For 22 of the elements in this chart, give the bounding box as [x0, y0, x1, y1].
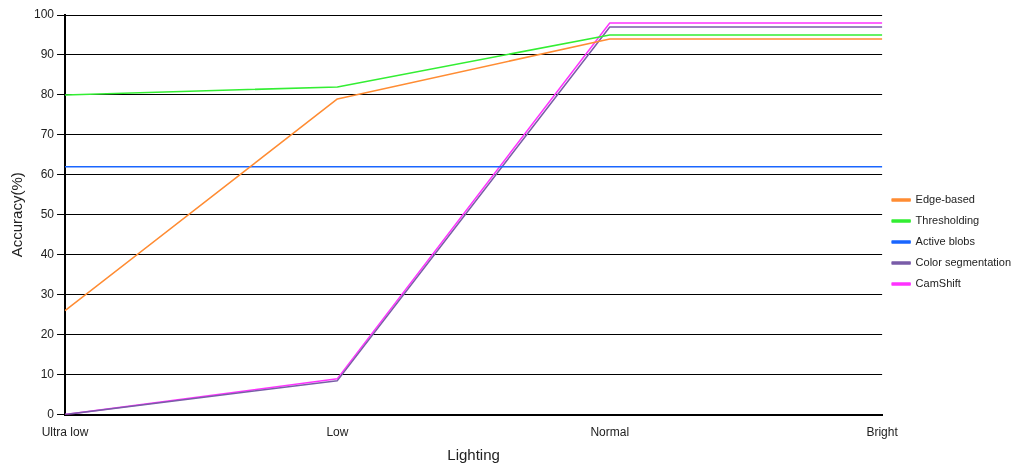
- y-tick-label: 60: [40, 167, 55, 182]
- x-tick-label: Bright: [866, 425, 899, 440]
- x-tick-label: Low: [326, 425, 349, 440]
- y-tick-label: 100: [33, 7, 55, 22]
- y-tick-label: 50: [40, 207, 55, 222]
- legend-label: Thresholding: [915, 214, 980, 227]
- y-tick-label: 0: [47, 406, 55, 421]
- x-tick-label: Normal: [590, 425, 630, 440]
- y-tick-label: 70: [40, 127, 55, 142]
- legend-label: CamShift: [915, 277, 961, 290]
- x-axis-title: Lighting: [447, 446, 500, 464]
- y-axis-title: Accuracy(%): [8, 172, 26, 258]
- y-tick-label: 90: [40, 47, 55, 62]
- y-tick-label: 20: [40, 326, 55, 341]
- legend-label: Color segmentation: [915, 256, 1012, 269]
- legend-label: Edge-based: [915, 193, 975, 206]
- legend-label: Active blobs: [915, 235, 976, 248]
- y-tick-label: 80: [40, 87, 55, 102]
- x-tick-label: Ultra low: [41, 425, 89, 440]
- y-tick-label: 30: [40, 287, 55, 302]
- y-tick-label: 40: [40, 247, 55, 262]
- y-tick-label: 10: [40, 366, 55, 381]
